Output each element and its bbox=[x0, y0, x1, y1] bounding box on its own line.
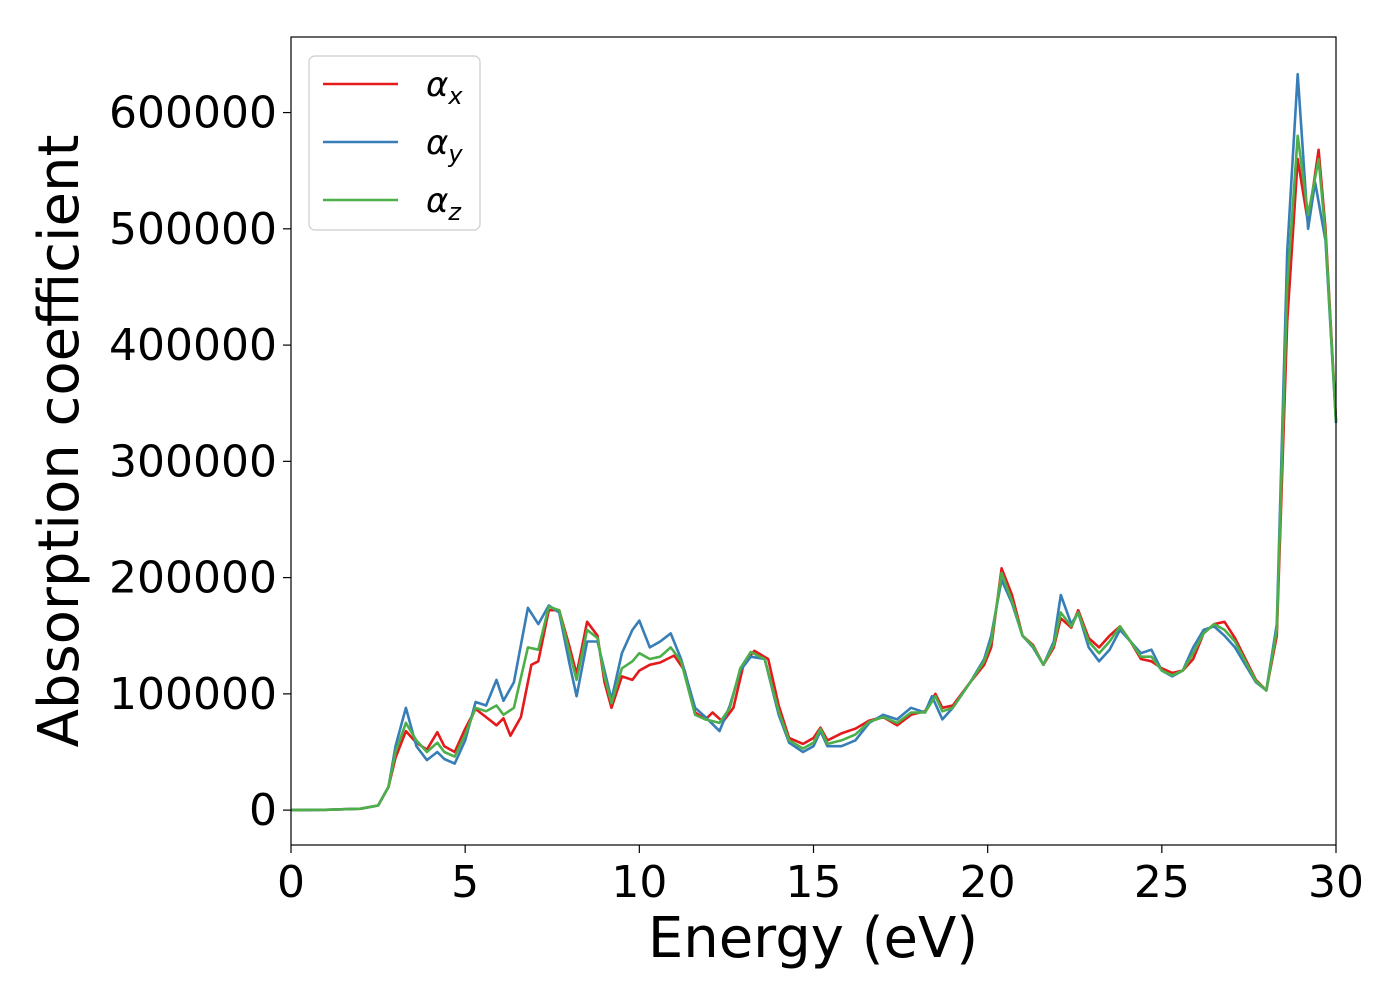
series-line-z bbox=[290, 134, 1338, 812]
y-tick-label: 200000 bbox=[109, 553, 277, 604]
x-axis-label: Energy (eV) bbox=[648, 906, 978, 971]
x-tick-label: 0 bbox=[277, 857, 305, 908]
legend-label-z: αz bbox=[426, 181, 462, 226]
legend: αx αy αz bbox=[308, 55, 481, 231]
y-tick-label: 100000 bbox=[109, 669, 277, 720]
legend-label-x: αx bbox=[426, 65, 463, 110]
x-tick-label: 10 bbox=[611, 857, 667, 908]
series-layer bbox=[290, 72, 1338, 812]
x-axis: 0 5 10 15 20 25 30 bbox=[277, 845, 1364, 908]
y-axis-label: Absorption coefficient bbox=[27, 135, 92, 748]
x-tick-label: 20 bbox=[960, 857, 1016, 908]
x-tick-label: 15 bbox=[786, 857, 842, 908]
y-tick-label: 400000 bbox=[109, 320, 277, 371]
x-tick-label: 30 bbox=[1308, 857, 1364, 908]
y-axis: 0 100000 200000 300000 400000 500000 600000 bbox=[109, 88, 291, 836]
x-tick-label: 25 bbox=[1134, 857, 1190, 908]
legend-label-y: αy bbox=[426, 123, 463, 168]
x-tick-label: 5 bbox=[451, 857, 479, 908]
y-tick-label: 600000 bbox=[109, 88, 277, 139]
y-tick-label: 0 bbox=[249, 785, 277, 836]
y-tick-label: 300000 bbox=[109, 436, 277, 487]
y-tick-label: 500000 bbox=[109, 204, 277, 255]
